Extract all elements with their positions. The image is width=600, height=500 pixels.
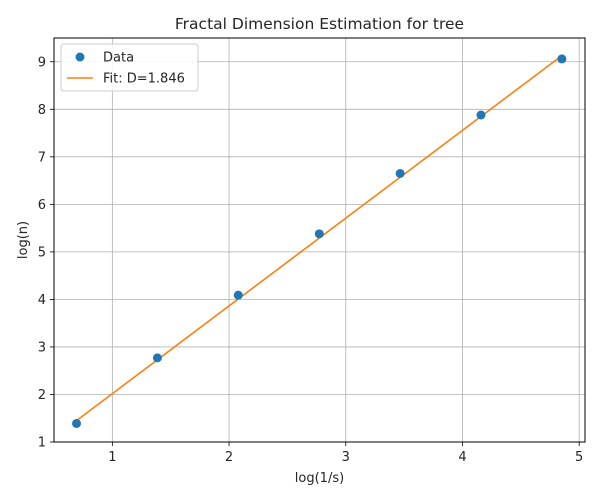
legend: Data Fit: D=1.846 bbox=[60, 43, 199, 92]
ticks: 1 2 3 4 5 1 2 3 4 5 6 7 8 9 bbox=[38, 55, 584, 465]
y-tick-label: 1 bbox=[38, 436, 46, 451]
data-point bbox=[152, 353, 162, 363]
data-point bbox=[233, 290, 243, 300]
y-tick-label: 9 bbox=[38, 55, 46, 70]
y-tick-label: 3 bbox=[38, 340, 46, 355]
chart-title: Fractal Dimension Estimation for tree bbox=[175, 15, 464, 33]
legend-marker-data bbox=[75, 52, 85, 62]
plot-area-frame bbox=[53, 37, 586, 443]
x-tick-label: 5 bbox=[575, 450, 583, 465]
y-tick-label: 5 bbox=[38, 245, 46, 260]
y-tick-label: 4 bbox=[38, 293, 46, 308]
data-point bbox=[476, 110, 486, 120]
legend-label: Data bbox=[103, 51, 134, 66]
data-point bbox=[557, 54, 567, 64]
y-tick-label: 2 bbox=[38, 388, 46, 403]
series-layer bbox=[72, 54, 567, 428]
data-point bbox=[72, 418, 82, 428]
x-axis-label: log(1/s) bbox=[295, 471, 344, 486]
x-tick-label: 2 bbox=[225, 450, 233, 465]
data-point bbox=[395, 168, 405, 178]
y-tick-label: 7 bbox=[38, 150, 46, 165]
y-axis-label: log(n) bbox=[16, 221, 31, 259]
data-point bbox=[314, 229, 324, 239]
x-tick-label: 1 bbox=[108, 450, 116, 465]
legend-box bbox=[60, 43, 199, 92]
x-tick-label: 4 bbox=[458, 450, 466, 465]
x-tick-label: 3 bbox=[342, 450, 350, 465]
y-tick-label: 8 bbox=[38, 103, 46, 118]
legend-label: Fit: D=1.846 bbox=[103, 72, 185, 87]
y-tick-label: 6 bbox=[38, 198, 46, 213]
